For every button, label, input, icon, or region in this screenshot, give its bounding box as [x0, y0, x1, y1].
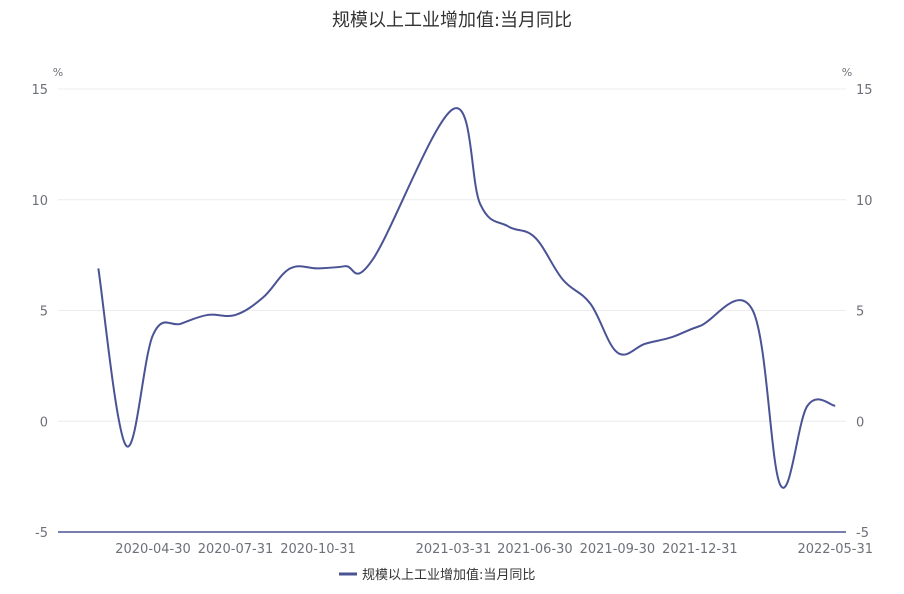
- y-tick-label-right: 15: [856, 83, 873, 98]
- x-tick-label: 2021-06-30: [497, 542, 573, 557]
- y-unit-left: %: [53, 66, 63, 79]
- x-tick-label: 2021-12-31: [662, 542, 738, 557]
- x-tick-label: 2021-03-31: [416, 542, 492, 557]
- y-tick-label-left: 15: [31, 83, 48, 98]
- x-tick-label: 2020-07-31: [198, 542, 274, 557]
- y-tick-label-right: -5: [856, 526, 869, 541]
- series-lines: [97, 107, 836, 489]
- x-tick-label: 2020-10-31: [280, 542, 356, 557]
- y-unit-right: %: [842, 66, 852, 79]
- y-tick-label-right: 0: [856, 415, 864, 430]
- x-tick-label: 2022-05-31: [797, 542, 873, 557]
- y-tick-label-left: 5: [40, 305, 48, 320]
- y-tick-label-right: 10: [856, 194, 873, 209]
- y-tick-label-left: -5: [35, 526, 48, 541]
- axes: 15 15 10 10 5 5 0 0 -5 -5% % 2020-04-30 2020-07-31 20…: [31, 66, 873, 557]
- legend: 规模以上工业增加值:当月同比: [339, 567, 535, 583]
- x-tick-label: 2020-04-30: [115, 542, 191, 557]
- x-tick-label: 2021-09-30: [580, 542, 656, 557]
- grid-lines: [58, 88, 846, 422]
- y-tick-label-left: 10: [31, 194, 48, 209]
- legend-label: 规模以上工业增加值:当月同比: [362, 567, 535, 583]
- y-tick-label-left: 0: [40, 415, 48, 430]
- chart-title: 规模以上工业增加值:当月同比: [331, 10, 573, 31]
- series-line: [97, 107, 836, 489]
- y-tick-label-right: 5: [856, 305, 864, 320]
